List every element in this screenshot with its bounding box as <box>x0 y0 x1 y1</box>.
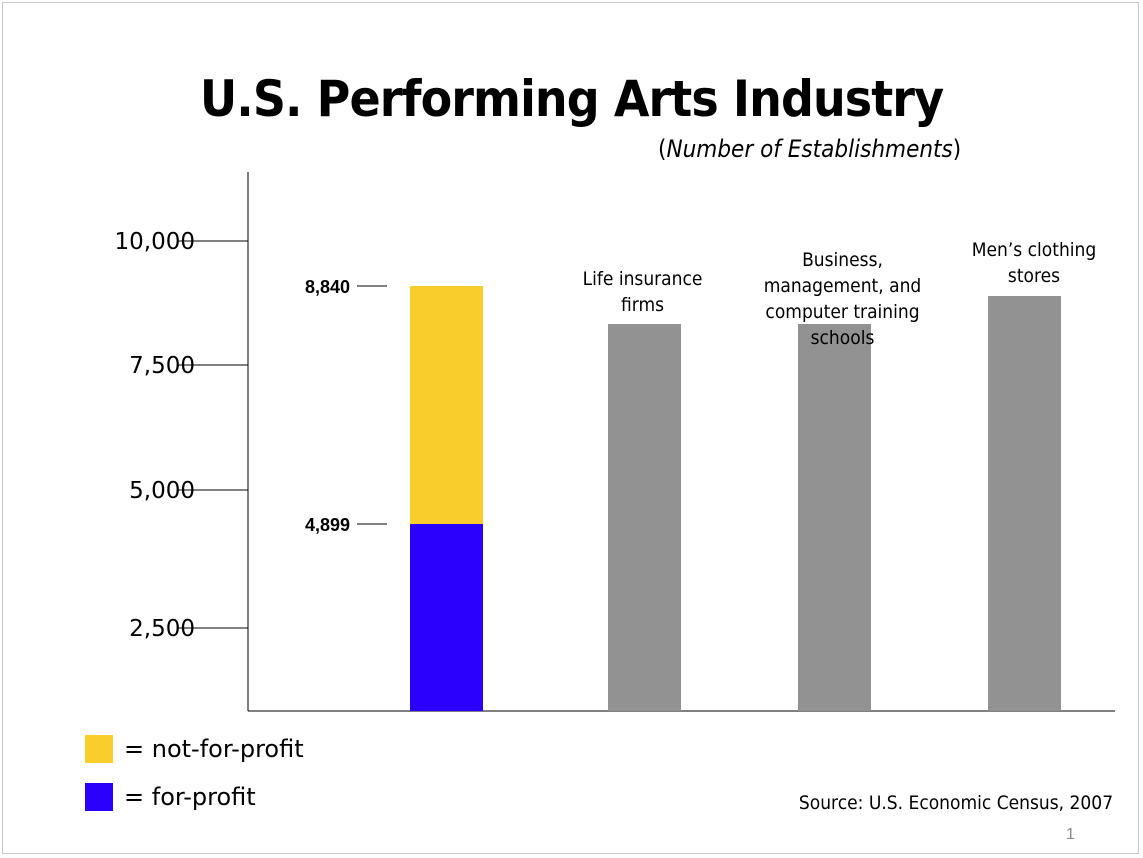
bar-life-insurance <box>608 324 681 711</box>
y-tick-label-10000: 10,000 <box>115 229 195 255</box>
bar-for-profit <box>410 524 483 711</box>
page-number: 1 <box>1066 826 1075 843</box>
y-tick-label-5000: 5,000 <box>129 478 195 504</box>
source-note: Source: U.S. Economic Census, 2007 <box>798 792 1113 814</box>
y-tick-label-7500: 7,500 <box>129 353 195 379</box>
bar-mens-clothing <box>988 296 1061 711</box>
subtitle-text: Number of Establishments <box>666 135 953 163</box>
bar-business-schools <box>798 324 871 711</box>
legend-label-not-for-profit: = not-for-profit <box>124 735 304 763</box>
legend-swatch-not-for-profit <box>85 735 113 763</box>
chart-subtitle: (Number of Establishments) <box>658 135 962 163</box>
legend-swatch-for-profit <box>85 783 113 811</box>
legend-label-for-profit: = for-profit <box>124 783 256 811</box>
bar-not-for-profit <box>410 286 483 524</box>
data-label-0: 8,840 <box>305 277 350 297</box>
category-label-mens-clothing: Men’s clothing stores <box>971 239 1097 287</box>
chart-title: U.S. Performing Arts Industry <box>199 70 944 128</box>
category-label-business-schools: Business, management, and computer train… <box>763 249 922 349</box>
y-tick-label-2500: 2,500 <box>129 616 195 642</box>
data-label-1: 4,899 <box>305 515 350 535</box>
category-label-life-insurance: Life insurance firms <box>582 268 703 316</box>
